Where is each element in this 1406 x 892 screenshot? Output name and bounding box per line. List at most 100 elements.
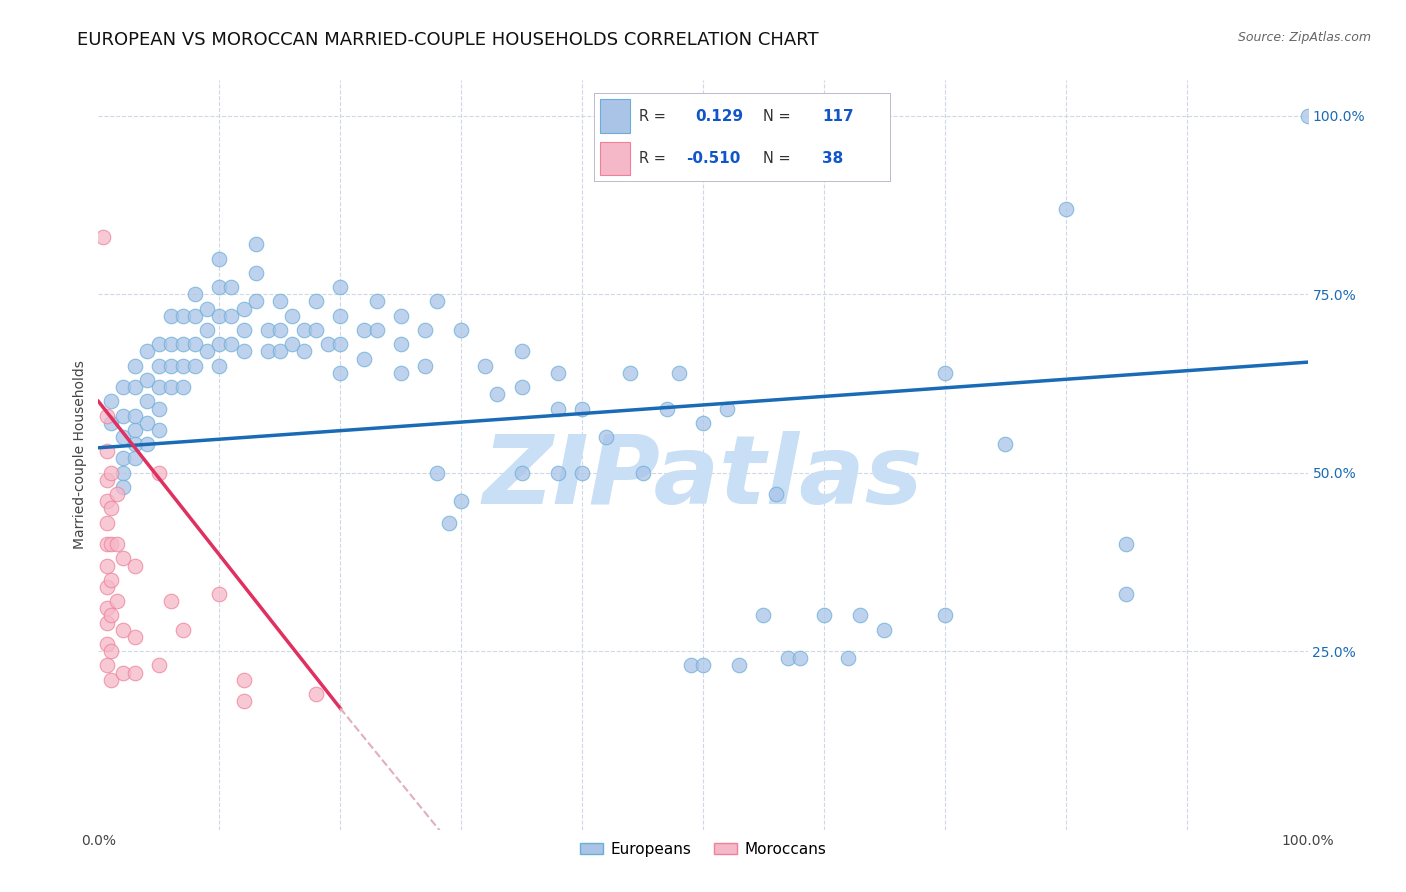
Point [96,558,118,573]
Point [208,587,231,601]
Point [232,344,254,359]
Point [329,366,352,380]
Point [292,344,315,359]
Point [96,615,118,630]
Point [111,430,134,444]
Point [679,658,702,673]
Point [124,380,146,394]
Point [1296,109,1319,123]
Point [269,294,291,309]
Point [100,608,122,623]
Point [148,466,170,480]
Point [547,366,569,380]
Point [96,580,118,594]
Point [450,494,472,508]
Point [135,344,157,359]
Point [208,309,231,323]
Point [184,309,207,323]
Point [366,294,388,309]
Point [96,537,118,551]
Point [232,323,254,337]
Point [366,323,388,337]
Point [124,437,146,451]
Legend: Europeans, Moroccans: Europeans, Moroccans [574,836,832,863]
Point [329,309,352,323]
Point [172,359,194,373]
Point [124,558,146,573]
Y-axis label: Married-couple Households: Married-couple Households [73,360,87,549]
Point [135,373,157,387]
Point [124,665,146,680]
Point [994,437,1017,451]
Point [124,423,146,437]
Point [329,337,352,351]
Point [111,551,134,566]
Point [595,430,617,444]
Point [184,287,207,301]
Point [100,466,122,480]
Point [752,608,775,623]
Point [389,366,412,380]
Point [111,466,134,480]
Point [305,687,328,701]
Point [1054,202,1077,216]
Point [269,323,291,337]
Point [111,380,134,394]
Point [96,601,118,615]
Point [728,658,751,673]
Point [510,466,533,480]
Point [100,673,122,687]
Point [135,394,157,409]
Point [329,280,352,294]
Point [221,309,243,323]
Point [148,380,170,394]
Point [148,337,170,351]
Point [426,466,449,480]
Point [100,416,122,430]
Point [111,480,134,494]
Point [195,344,218,359]
Point [160,309,183,323]
Point [100,501,122,516]
Point [100,573,122,587]
Point [619,366,641,380]
Point [148,401,170,416]
Point [172,337,194,351]
Point [100,644,122,658]
Point [245,294,267,309]
Point [232,301,254,316]
Point [389,337,412,351]
Point [111,623,134,637]
Point [96,444,118,458]
Point [96,516,118,530]
Point [245,237,267,252]
Text: Source: ZipAtlas.com: Source: ZipAtlas.com [1237,31,1371,45]
Point [124,630,146,644]
Point [716,401,738,416]
Point [208,280,231,294]
Point [934,608,956,623]
Point [292,323,315,337]
Point [281,337,304,351]
Point [450,323,472,337]
Point [389,309,412,323]
Point [486,387,509,401]
Point [148,658,170,673]
Point [934,366,956,380]
Point [124,359,146,373]
Point [208,359,231,373]
Point [1115,587,1137,601]
Point [124,451,146,466]
Point [668,366,690,380]
Point [111,409,134,423]
Point [111,665,134,680]
Point [195,323,218,337]
Point [474,359,496,373]
Point [184,359,207,373]
Point [208,252,231,266]
Point [148,423,170,437]
Point [111,451,134,466]
Point [316,337,339,351]
Point [160,359,183,373]
Point [353,351,375,366]
